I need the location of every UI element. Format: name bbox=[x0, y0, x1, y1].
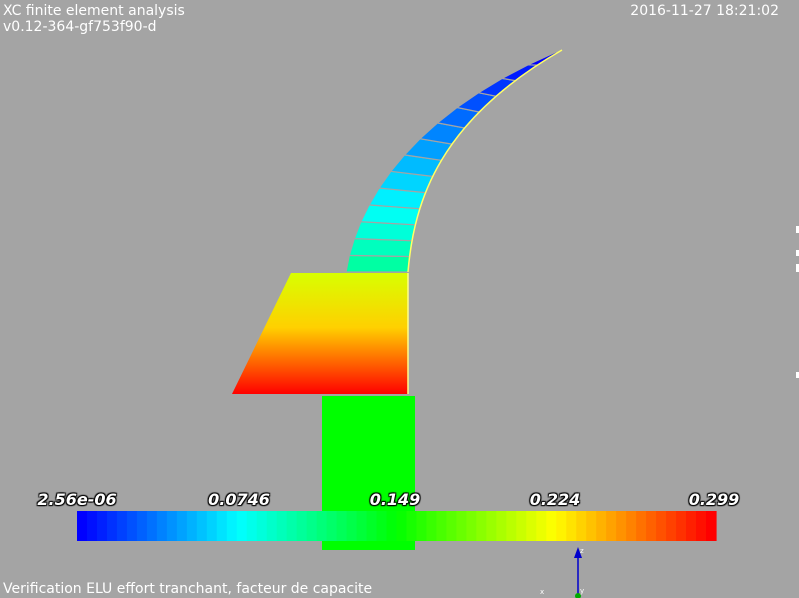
x-axis-label: x bbox=[540, 588, 544, 596]
axes-triad: z y x bbox=[540, 547, 584, 598]
colorbar-segment bbox=[316, 511, 328, 541]
z-axis-label: z bbox=[580, 547, 584, 555]
colorbar-segment bbox=[576, 511, 587, 541]
colorbar-tick-label: 2.56e-06 bbox=[37, 490, 117, 509]
app-title: XC finite element analysis bbox=[3, 3, 185, 19]
colorbar-segment bbox=[336, 511, 348, 541]
colorbar-segment bbox=[386, 511, 398, 541]
colorbar-segment bbox=[176, 511, 188, 541]
colorbar-segment bbox=[236, 511, 248, 541]
colorbar-segment bbox=[626, 511, 637, 541]
colorbar-segment bbox=[376, 511, 388, 541]
colorbar-segment bbox=[96, 511, 108, 541]
footer-caption: Verification ELU effort tranchant, facte… bbox=[3, 581, 373, 597]
colorbar-segment bbox=[196, 511, 208, 541]
colorbar bbox=[77, 511, 717, 541]
colorbar-segment bbox=[486, 511, 497, 541]
edge-marker bbox=[796, 226, 799, 233]
timestamp: 2016-11-27 18:21:02 bbox=[630, 3, 779, 19]
colorbar-segment bbox=[146, 511, 158, 541]
colorbar-segment bbox=[476, 511, 487, 541]
y-axis-label: y bbox=[580, 587, 584, 595]
colorbar-tick-label: 0.299 bbox=[688, 490, 740, 509]
triad-origin bbox=[575, 593, 581, 598]
edge-marker bbox=[796, 372, 799, 378]
colorbar-segment bbox=[156, 511, 168, 541]
colorbar-segment bbox=[356, 511, 368, 541]
colorbar-segment bbox=[436, 511, 448, 541]
z-axis-arrow bbox=[574, 547, 582, 558]
colorbar-segment bbox=[276, 511, 288, 541]
colorbar-segment bbox=[706, 511, 717, 541]
colorbar-segment bbox=[416, 511, 428, 541]
colorbar-segment bbox=[616, 511, 627, 541]
colorbar-segment bbox=[686, 511, 697, 541]
colorbar-segment bbox=[606, 511, 617, 541]
colorbar-tick-label: 0.149 bbox=[369, 490, 421, 509]
colorbar-segment bbox=[666, 511, 677, 541]
colorbar-segment bbox=[106, 511, 118, 541]
colorbar-segment bbox=[256, 511, 268, 541]
edge-marker bbox=[796, 250, 799, 256]
colorbar-segment bbox=[676, 511, 687, 541]
colorbar-segment bbox=[406, 511, 418, 541]
colorbar-tick-label: 0.224 bbox=[529, 490, 581, 509]
colorbar-segment bbox=[536, 511, 547, 541]
arch-element bbox=[348, 237, 413, 258]
colorbar-segment bbox=[446, 511, 457, 541]
deck-element bbox=[232, 273, 408, 394]
colorbar-segment bbox=[596, 511, 607, 541]
colorbar-segment bbox=[246, 511, 258, 541]
colorbar-segment bbox=[656, 511, 667, 541]
arch-elements bbox=[345, 49, 563, 273]
arch-element bbox=[476, 77, 517, 97]
colorbar-segment bbox=[226, 511, 238, 541]
colorbar-segment bbox=[516, 511, 527, 541]
colorbar-segment bbox=[546, 511, 557, 541]
version-label: v0.12-364-gf753f90-d bbox=[3, 19, 157, 35]
colorbar-segment bbox=[586, 511, 597, 541]
colorbar-segment bbox=[306, 511, 318, 541]
colorbar-segment bbox=[166, 511, 178, 541]
colorbar-segment bbox=[216, 511, 228, 541]
colorbar-segment bbox=[346, 511, 358, 541]
colorbar-segment bbox=[126, 511, 138, 541]
arch-element bbox=[345, 254, 411, 273]
colorbar-segment bbox=[566, 511, 577, 541]
colorbar-segment bbox=[186, 511, 198, 541]
colorbar-segment bbox=[366, 511, 378, 541]
colorbar-segment bbox=[136, 511, 148, 541]
colorbar-segment bbox=[206, 511, 218, 541]
colorbar-segment bbox=[266, 511, 278, 541]
colorbar-segment bbox=[77, 511, 88, 541]
colorbar-segment bbox=[636, 511, 647, 541]
colorbar-segment bbox=[426, 511, 438, 541]
colorbar-segment bbox=[456, 511, 467, 541]
colorbar-segment bbox=[326, 511, 338, 541]
colorbar-segment bbox=[296, 511, 308, 541]
colorbar-segment bbox=[466, 511, 477, 541]
colorbar-segment bbox=[496, 511, 507, 541]
edge-marker bbox=[796, 264, 799, 272]
colorbar-segment bbox=[86, 511, 98, 541]
colorbar-tick-label: 0.0746 bbox=[208, 490, 270, 509]
colorbar-segment bbox=[556, 511, 567, 541]
colorbar-segment bbox=[696, 511, 707, 541]
colorbar-segment bbox=[646, 511, 657, 541]
colorbar-segment bbox=[116, 511, 128, 541]
colorbar-segment bbox=[396, 511, 408, 541]
arch-edge-line bbox=[407, 49, 563, 273]
colorbar-segment bbox=[506, 511, 517, 541]
colorbar-segment bbox=[286, 511, 298, 541]
colorbar-segment bbox=[526, 511, 537, 541]
